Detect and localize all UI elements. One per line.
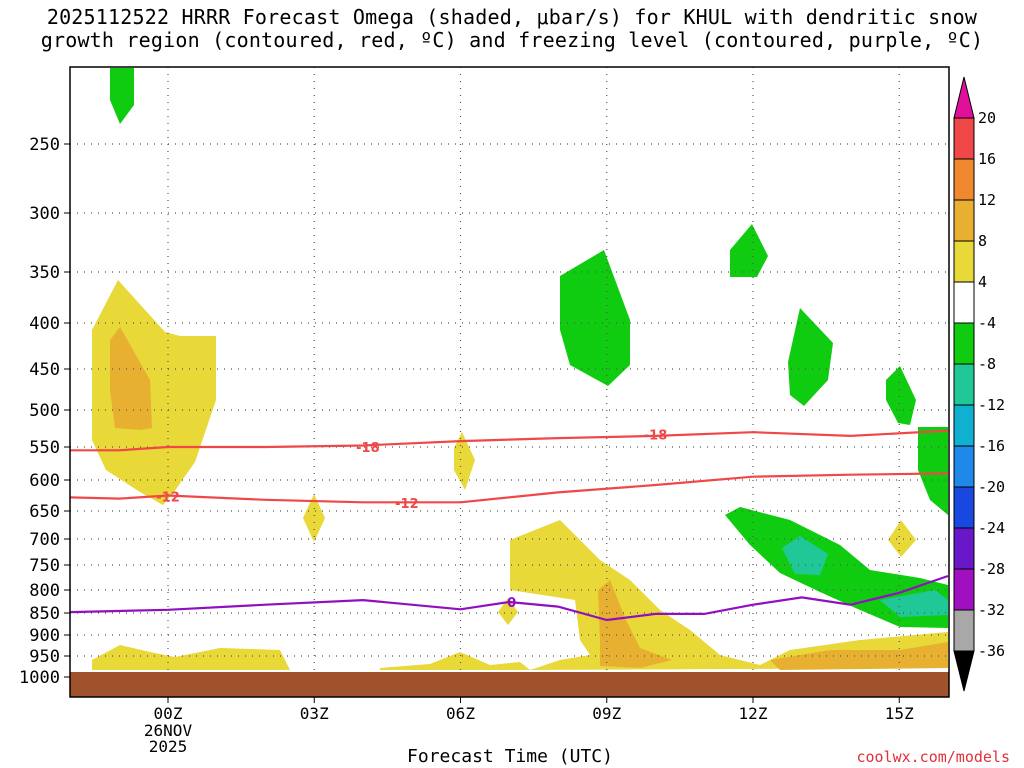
x-tick-label: 09Z <box>592 704 621 723</box>
x-tick-label: 06Z <box>446 704 475 723</box>
omega-region-negative <box>788 308 833 406</box>
ground-surface <box>70 672 949 697</box>
contour-line--12 <box>70 472 949 504</box>
colorbar-label: -20 <box>978 478 1005 496</box>
contour-label: -18 <box>644 428 668 443</box>
colorbar-label: -36 <box>978 642 1005 660</box>
y-tick-label: 300 <box>29 204 60 224</box>
grid <box>70 67 949 672</box>
y-tick-label: 1000 <box>19 668 60 688</box>
omega-region-negative-strong <box>782 536 828 575</box>
y-tick-label: 450 <box>29 360 60 380</box>
colorbar-label: 16 <box>978 150 996 168</box>
y-tick-label: 550 <box>29 438 60 458</box>
x-tick-label: 12Z <box>739 704 768 723</box>
contours: -18 -18 -12 -12 0 <box>70 428 949 622</box>
omega-region-positive-strong <box>770 642 948 670</box>
credit-link[interactable]: coolwx.com/models <box>856 748 1010 766</box>
y-tick-label: 700 <box>29 530 60 550</box>
omega-region-positive <box>454 432 475 490</box>
omega-region-positive-strong <box>598 580 672 668</box>
colorbar-label: -12 <box>978 396 1005 414</box>
y-axis: 2503003504004505005506006507007508008509… <box>19 135 70 688</box>
colorbar-segment <box>953 281 975 324</box>
contour-line--18 <box>70 429 949 452</box>
x-tick-label: 00Z <box>154 704 183 723</box>
colorbar-label: -24 <box>978 519 1005 537</box>
y-tick-label: 600 <box>29 471 60 491</box>
y-tick-label: 500 <box>29 401 60 421</box>
colorbar: 20 16 12 8 4 -4 -8 -12 -16 -20 -24 -28 -32 -36 <box>953 76 1005 692</box>
contour-label: -18 <box>356 441 380 456</box>
colorbar-segment <box>953 404 975 447</box>
x-date-label: 26NOV <box>144 721 193 740</box>
contour-label: 0 <box>507 596 516 611</box>
omega-region-negative <box>110 68 134 124</box>
y-tick-label: 650 <box>29 502 60 522</box>
x-tick-label: 03Z <box>300 704 329 723</box>
x-axis-label: Forecast Time (UTC) <box>407 746 613 767</box>
colorbar-segment <box>953 568 975 611</box>
colorbar-segment <box>953 240 975 283</box>
x-tick-label: 15Z <box>885 704 914 723</box>
omega-region-negative-strong <box>880 590 948 617</box>
y-tick-label: 900 <box>29 626 60 646</box>
omega-region-positive <box>303 494 325 542</box>
colorbar-label: 4 <box>978 273 987 291</box>
colorbar-label: 8 <box>978 232 987 250</box>
omega-region-positive <box>380 652 530 670</box>
colorbar-segment <box>953 158 975 201</box>
colorbar-segment <box>953 363 975 406</box>
y-tick-label: 750 <box>29 556 60 576</box>
y-tick-label: 850 <box>29 604 60 624</box>
colorbar-segment <box>953 609 975 652</box>
colorbar-label: 12 <box>978 191 996 209</box>
colorbar-segment <box>953 322 975 365</box>
y-tick-label: 350 <box>29 263 60 283</box>
contour-label: -12 <box>395 497 419 512</box>
y-tick-label: 800 <box>29 581 60 601</box>
omega-region-positive <box>888 520 916 557</box>
colorbar-label: -8 <box>978 355 996 373</box>
omega-region-negative <box>725 507 948 628</box>
omega-region-positive <box>92 645 290 670</box>
omega-region-positive-strong <box>110 327 152 430</box>
omega-region-negative <box>886 366 916 425</box>
colorbar-segment <box>953 199 975 242</box>
colorbar-segment <box>953 527 975 570</box>
y-tick-label: 400 <box>29 314 60 334</box>
colorbar-label: 20 <box>978 109 996 127</box>
colorbar-cap-bottom <box>953 650 975 692</box>
y-tick-label: 250 <box>29 135 60 155</box>
colorbar-cap-top <box>953 76 975 119</box>
omega-shading <box>92 68 948 670</box>
omega-region-positive <box>498 598 518 625</box>
omega-region-negative <box>730 224 768 277</box>
colorbar-segment <box>953 486 975 529</box>
colorbar-label: -32 <box>978 601 1005 619</box>
omega-region-negative <box>560 250 630 386</box>
plot-frame <box>69 66 950 698</box>
colorbar-label: -28 <box>978 560 1005 578</box>
colorbar-label: -16 <box>978 437 1005 455</box>
contour-label: -12 <box>156 491 180 506</box>
colorbar-label: -4 <box>978 314 996 332</box>
chart-title-line-2: growth region (contoured, red, ºC) and f… <box>40 28 984 52</box>
x-date-label: 2025 <box>149 737 188 756</box>
omega-region-negative <box>918 427 948 515</box>
contour-line-0 <box>70 574 949 622</box>
colorbar-segment <box>953 117 975 160</box>
colorbar-segment <box>953 445 975 488</box>
chart-title-line-1: 2025112522 HRRR Forecast Omega (shaded, … <box>46 5 978 29</box>
y-tick-label: 950 <box>29 647 60 667</box>
chart-title: 2025112522 HRRR Forecast Omega (shaded, … <box>0 6 1024 52</box>
